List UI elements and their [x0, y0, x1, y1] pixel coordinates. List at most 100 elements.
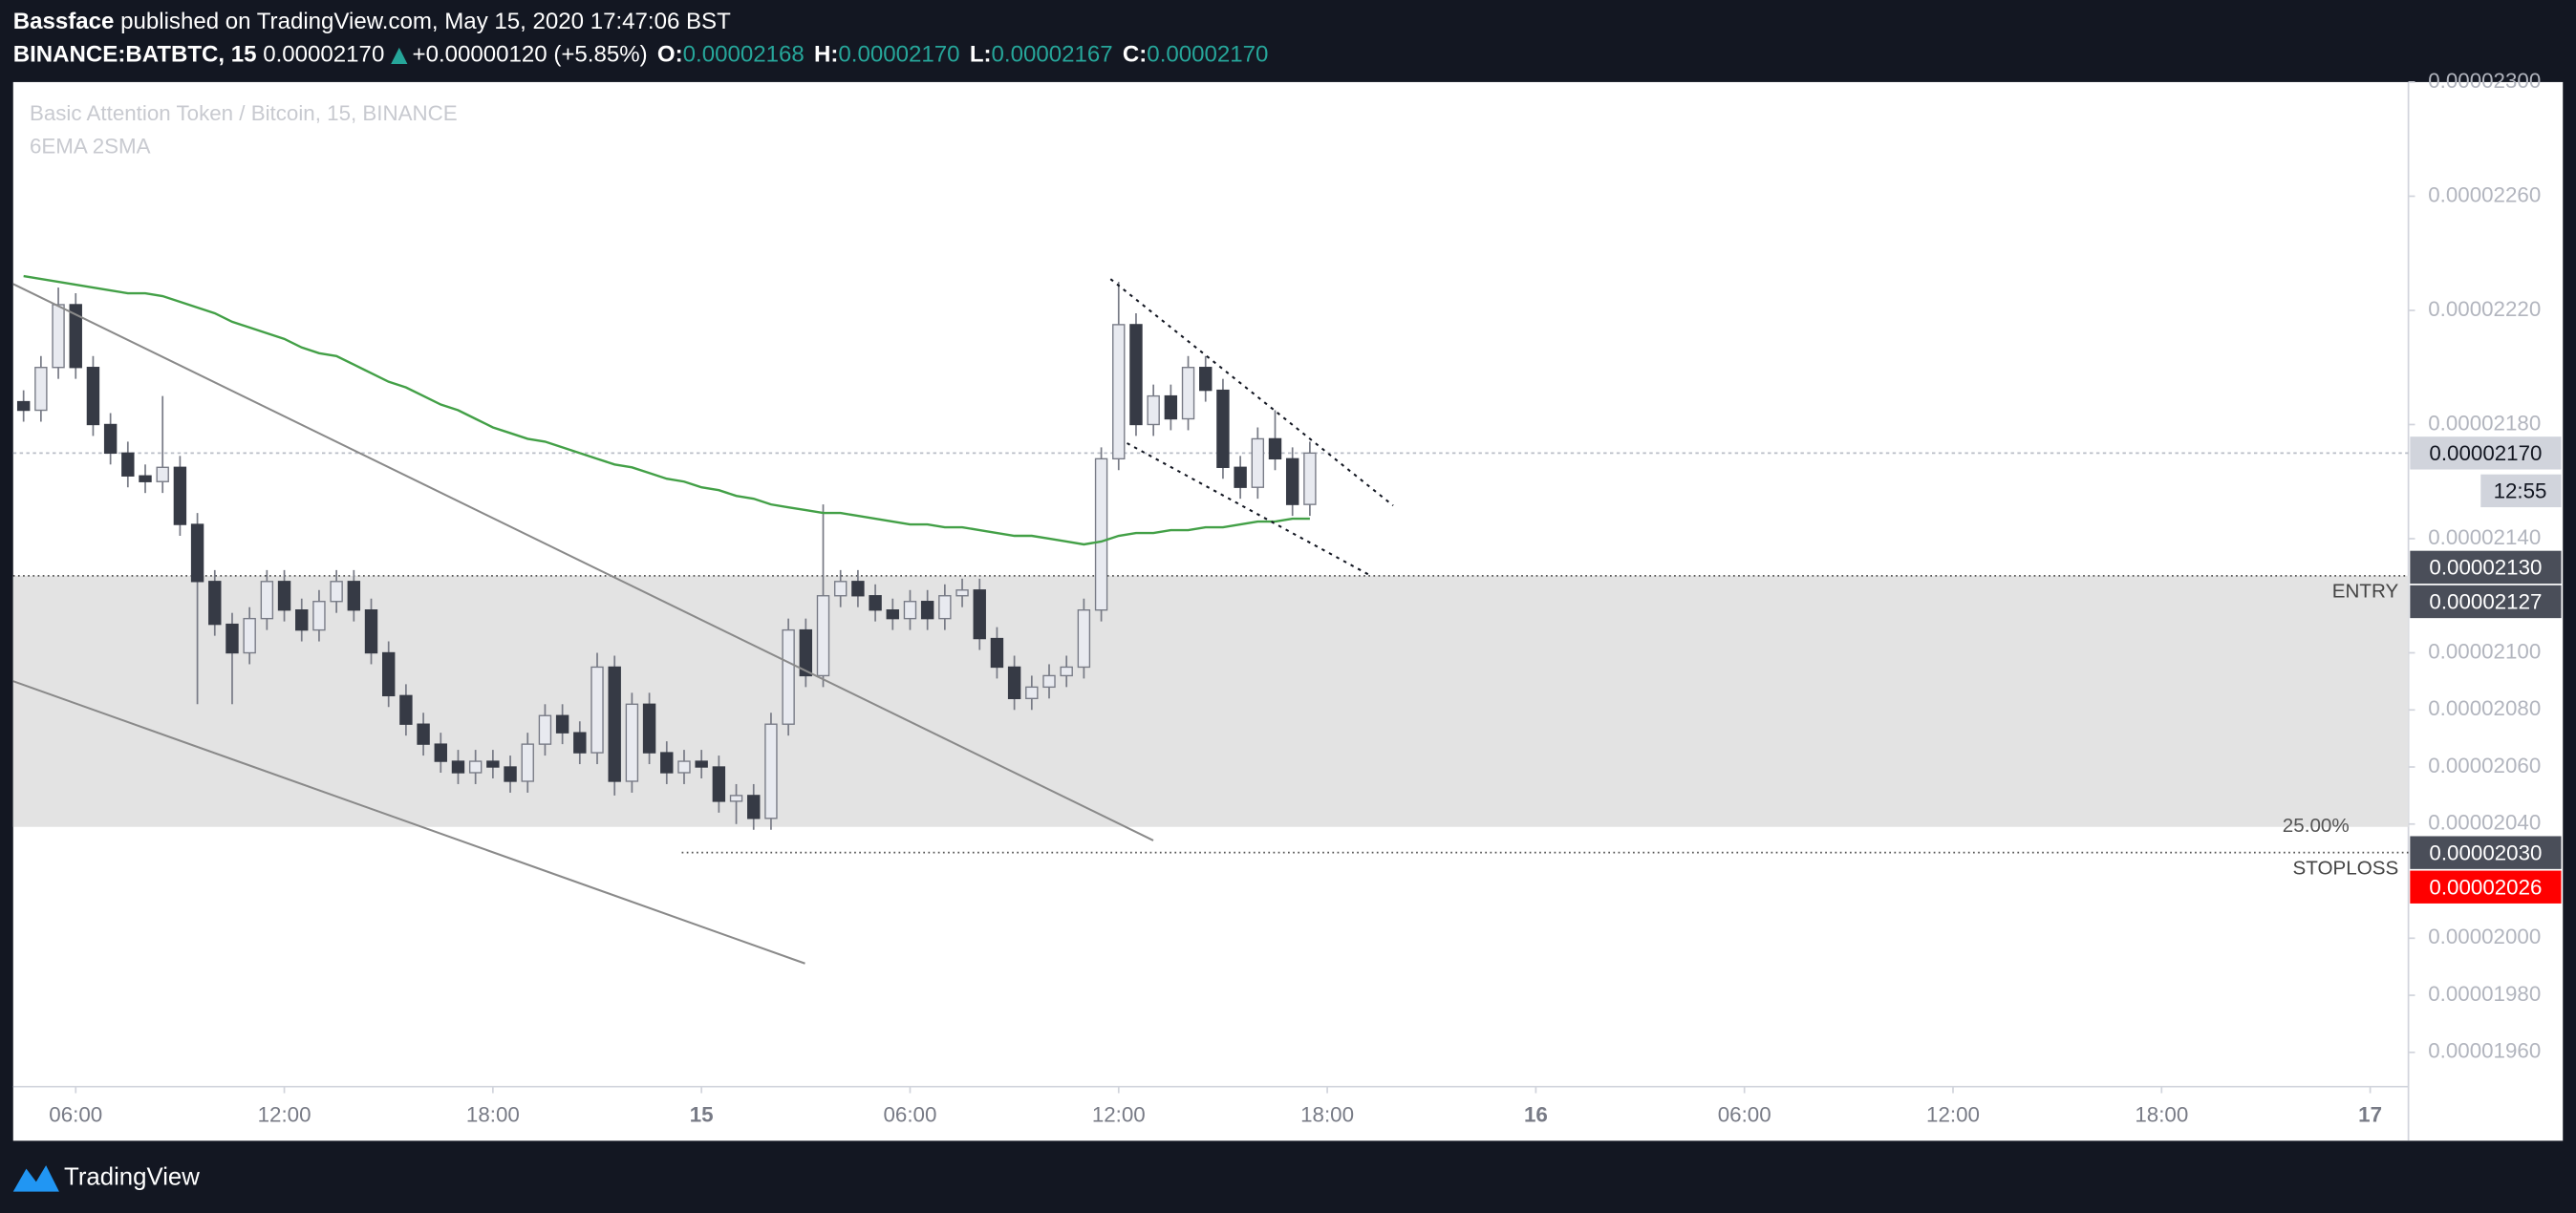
- candle-body: [1199, 367, 1213, 392]
- candle-body: [1060, 666, 1073, 677]
- y-tick-label: 0.00002080: [2428, 696, 2541, 720]
- candle-body: [190, 523, 204, 583]
- candle-body: [747, 795, 761, 819]
- up-arrow: [391, 47, 408, 65]
- candle-body: [782, 628, 795, 725]
- chart-title: Basic Attention Token / Bitcoin, 15, BIN…: [30, 101, 458, 125]
- candle-body: [608, 666, 621, 782]
- candle-body: [451, 760, 465, 774]
- candle-body: [521, 743, 534, 782]
- candle-body: [16, 400, 31, 412]
- candle-body: [869, 595, 882, 611]
- price-tag: [2410, 585, 2562, 619]
- candle-body: [642, 703, 656, 754]
- candle-body: [173, 466, 187, 525]
- candle-body: [1268, 437, 1282, 460]
- price-tag-label: 0.00002026: [2429, 875, 2542, 899]
- candle-body: [434, 743, 447, 762]
- price-tag-label: 0.00002130: [2429, 556, 2542, 580]
- x-tick-label: 18:00: [1300, 1103, 1354, 1127]
- ohlc-value: 0.00002170: [838, 42, 959, 68]
- price-tag-label: 0.00002170: [2429, 441, 2542, 465]
- candle-body: [816, 595, 830, 677]
- candle-body: [920, 601, 934, 620]
- candle-body: [1251, 437, 1265, 488]
- candle-body: [295, 609, 309, 631]
- candle-body: [312, 601, 326, 631]
- candle-body: [886, 609, 899, 620]
- candle-body: [1303, 452, 1317, 505]
- price-tag: [2410, 836, 2562, 869]
- x-tick-label: 06:00: [884, 1103, 937, 1127]
- entry-label: ENTRY: [2332, 580, 2399, 602]
- flag-line: [1109, 278, 1394, 507]
- zone-label: 25.00%: [2283, 815, 2350, 837]
- candle-body: [399, 694, 413, 725]
- header-line: Bassface published on TradingView.com, M…: [13, 9, 731, 34]
- last: 0.00002170: [263, 42, 384, 68]
- candle-body: [156, 466, 169, 482]
- candle-body: [851, 581, 865, 597]
- published: published on TradingView.com, May 15, 20…: [120, 9, 731, 34]
- y-tick-label: 0.00002060: [2428, 754, 2541, 777]
- ohlc-key: H:: [814, 42, 838, 68]
- logo: TradingView: [12, 1164, 200, 1192]
- candle-body: [1147, 394, 1160, 426]
- candle-body: [625, 703, 639, 782]
- author: Bassface: [13, 9, 115, 34]
- candle-body: [364, 609, 378, 654]
- price-tag-label: 0.00002127: [2429, 590, 2542, 614]
- candle-body: [69, 304, 82, 369]
- candle-body: [903, 601, 917, 620]
- price-tag: [2410, 870, 2562, 904]
- candle-body: [139, 475, 152, 482]
- x-tick-label: 12:00: [1092, 1103, 1146, 1127]
- ohlc-line: +0.00000120 (+5.85%) O:0.00002168 H:0.0000…: [391, 42, 1268, 68]
- candle-body: [381, 651, 396, 697]
- y-tick-label: 0.00001980: [2428, 982, 2541, 1006]
- candle-body: [1094, 458, 1108, 611]
- candle-body: [277, 581, 291, 611]
- ohlc-value: 0.00002170: [1147, 42, 1268, 68]
- candle-body: [225, 623, 239, 654]
- moving-average: [23, 274, 1310, 546]
- ohlc-key: C:: [1123, 42, 1147, 68]
- candle-body: [86, 367, 100, 426]
- ohlc-key: L:: [970, 42, 992, 68]
- price-tag-label: 0.00002030: [2429, 841, 2542, 864]
- candle-body: [260, 581, 274, 620]
- x-tick-label: 06:00: [1718, 1103, 1771, 1127]
- candle-body: [1007, 666, 1021, 700]
- change: +0.00000120 (+5.85%): [413, 42, 648, 68]
- candle-body: [468, 760, 483, 774]
- symbol: BINANCE:BATBTC, 15: [13, 42, 257, 68]
- y-tick-label: 0.00002000: [2428, 925, 2541, 948]
- candle-body: [34, 367, 48, 412]
- x-tick-label: 15: [690, 1103, 714, 1127]
- countdown: 12:55: [2494, 479, 2547, 503]
- candle-body: [52, 304, 65, 369]
- trend-line: [12, 680, 805, 965]
- x-tick-label: 12:00: [258, 1103, 311, 1127]
- y-tick-label: 0.00002040: [2428, 811, 2541, 835]
- candle-body: [764, 723, 778, 819]
- candle-body: [1042, 674, 1056, 689]
- candle-body: [712, 766, 726, 802]
- candle-body: [1181, 367, 1195, 420]
- candle-body: [799, 628, 813, 677]
- logo-icon: [12, 1165, 59, 1192]
- candle-body: [555, 714, 569, 734]
- candle-body: [1234, 466, 1247, 488]
- candle-body: [103, 423, 118, 455]
- candle-body: [208, 581, 222, 626]
- y-tick-label: 0.00002100: [2428, 639, 2541, 663]
- candle-body: [538, 714, 552, 745]
- brand: TradingView: [64, 1164, 200, 1191]
- ohlc-value: 0.00002167: [992, 42, 1113, 68]
- stop-label: STOPLOSS: [2293, 857, 2399, 879]
- x-tick-label: 16: [1524, 1103, 1548, 1127]
- candle-body: [1077, 609, 1091, 669]
- y-tick-label: 0.00002260: [2428, 182, 2541, 206]
